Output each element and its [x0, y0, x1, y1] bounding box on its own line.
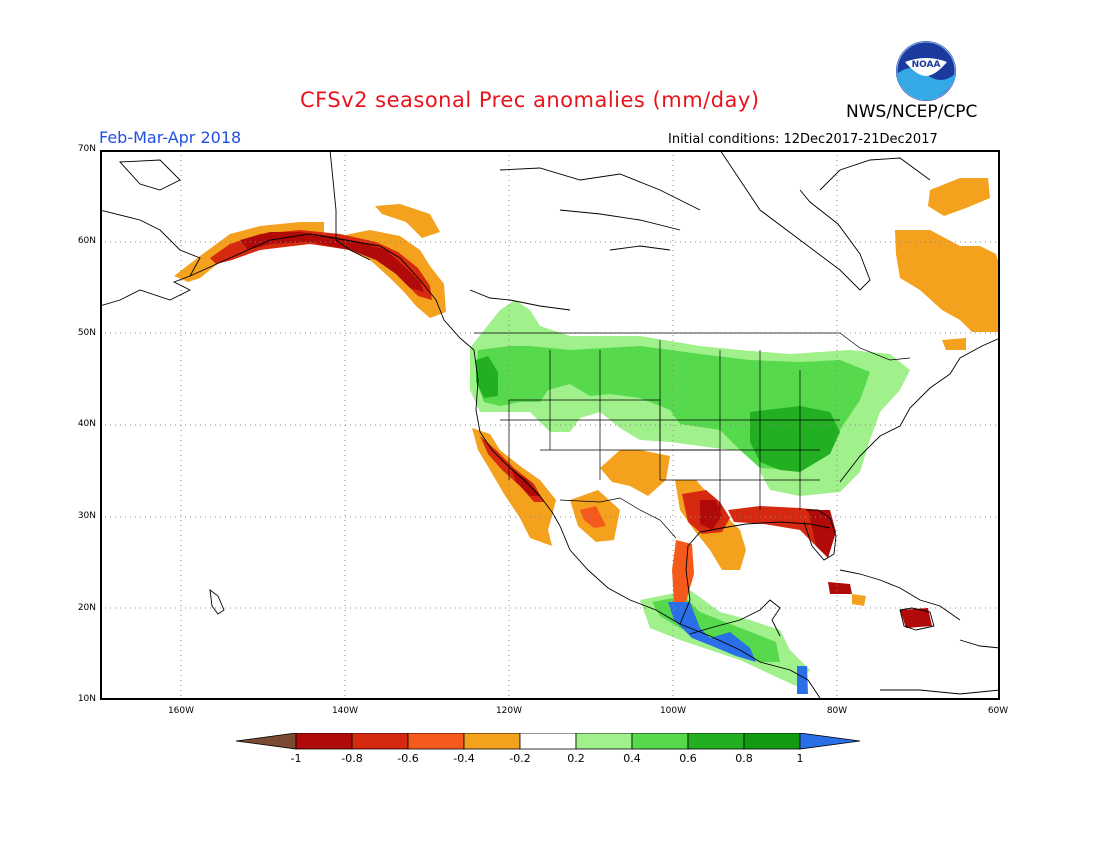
initial-conditions-label: Initial conditions: 12Dec2017-21Dec2017 [668, 132, 938, 147]
colorbar-label-0-6: 0.6 [679, 752, 697, 765]
colorbar-segment-1 [295, 733, 353, 750]
lat-label-50n: 50N [77, 328, 96, 338]
dry-bc-patch [375, 204, 440, 238]
colorbar-segment-2 [351, 733, 409, 750]
season-label: Feb-Mar-Apr 2018 [99, 128, 242, 147]
colorbar-segment-8 [687, 733, 745, 750]
dry-baja-mid [580, 506, 606, 528]
colorbar-label-0-2: 0.2 [567, 752, 585, 765]
colorbar-segment-3 [407, 733, 465, 750]
colorbar-label-neg-0-6: -0.6 [397, 752, 419, 765]
lon-label-140w: 140W [331, 706, 359, 716]
wet-region-strong [750, 406, 840, 472]
colorbar-arrow-left [236, 733, 297, 750]
colorbar-label-0-8: 0.8 [735, 752, 753, 765]
agency-label: NWS/NCEP/CPC [846, 102, 978, 122]
wet-anomaly-northern-us [470, 300, 910, 496]
dry-florida-vstrong [808, 510, 836, 558]
lon-label-120w: 120W [495, 706, 523, 716]
political-borders [474, 332, 911, 539]
colorbar-segment-4 [463, 733, 521, 750]
colorbar-segment-6 [575, 733, 633, 750]
lat-label-30n: 30N [77, 511, 96, 521]
lon-label-100w: 100W [659, 706, 687, 716]
wet-central-america-extreme [797, 666, 808, 694]
dry-anomaly-alaska [174, 204, 446, 318]
anomaly-shading [174, 178, 1000, 694]
colorbar-arrow-right [799, 733, 861, 750]
dry-southwest-light [600, 450, 670, 496]
colorbar-label-neg-1: -1 [290, 752, 302, 765]
dry-anomaly-labrador [895, 178, 1000, 350]
colorbar-label-neg-0-4: -0.4 [453, 752, 475, 765]
dry-hispaniola-patch [900, 608, 932, 628]
colorbar-label-neg-0-2: -0.2 [509, 752, 531, 765]
colorbar-label-1: 1 [796, 752, 804, 765]
colorbar-segment-9 [743, 733, 801, 750]
lat-label-40n: 40N [77, 419, 96, 429]
map-frame [100, 150, 1000, 700]
lon-label-60w: 60W [987, 706, 1009, 716]
lat-label-60n: 60N [77, 236, 96, 246]
map-title: CFSv2 seasonal Prec anomalies (mm/day) [300, 88, 760, 112]
lat-label-20n: 20N [77, 603, 96, 613]
wet-region-pnw [476, 356, 498, 398]
dry-texas-vstrong [700, 500, 722, 530]
colorbar [236, 733, 861, 750]
dry-cuba-patch [828, 582, 852, 594]
colorbar-label-neg-0-8: -0.8 [341, 752, 363, 765]
coastlines [100, 150, 1000, 699]
wet-anomaly-mexico [640, 590, 810, 694]
colorbar-segment-7 [631, 733, 689, 750]
lon-label-80w: 80W [826, 706, 848, 716]
colorbar-label-0-4: 0.4 [623, 752, 641, 765]
dry-gulf-coast [728, 506, 828, 550]
dry-alaska-vstrong [240, 232, 424, 292]
lat-label-70n: 70N [77, 144, 96, 154]
colorbar-segment-5 [519, 733, 577, 750]
noaa-logo: NOAA [896, 41, 956, 101]
dry-caribbean-light [852, 594, 866, 606]
anomaly-map [100, 150, 1000, 700]
lat-label-10n: 10N [77, 694, 96, 704]
dry-hudson-patch [942, 338, 966, 350]
lon-label-160w: 160W [167, 706, 195, 716]
dry-labrador-light [895, 230, 1000, 332]
logo-text: NOAA [912, 60, 941, 70]
dry-labrador-north [928, 178, 990, 216]
